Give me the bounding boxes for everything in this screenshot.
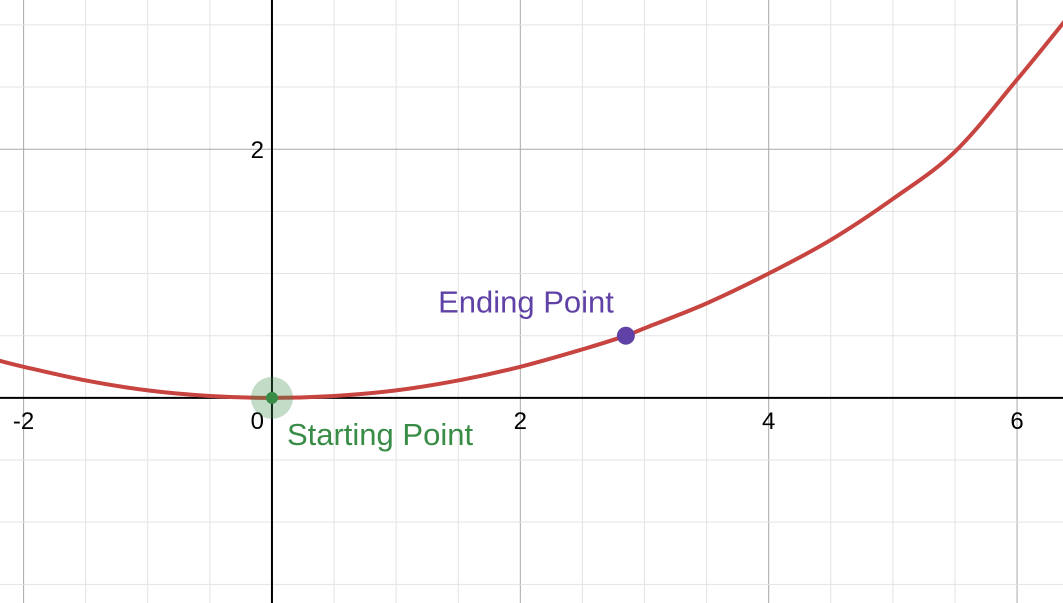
ending-point-marker[interactable] — [616, 326, 635, 345]
curves — [0, 20, 1063, 400]
x-tick-label: 6 — [1010, 408, 1023, 435]
x-tick-label: 2 — [514, 408, 527, 435]
x-tick-label: -2 — [13, 408, 34, 435]
y-tick-label: 2 — [251, 137, 264, 164]
starting-point-marker[interactable] — [265, 391, 278, 404]
x-tick-label: 4 — [762, 408, 775, 435]
ending-point-label: Ending Point — [438, 285, 614, 320]
x-tick-label: 0 — [251, 408, 264, 435]
tick-labels: -2 0 2 4 6 2 — [13, 137, 1024, 435]
points: Starting Point Ending Point — [250, 285, 635, 452]
curve-line — [0, 20, 1063, 400]
starting-point-label: Starting Point — [287, 417, 473, 452]
